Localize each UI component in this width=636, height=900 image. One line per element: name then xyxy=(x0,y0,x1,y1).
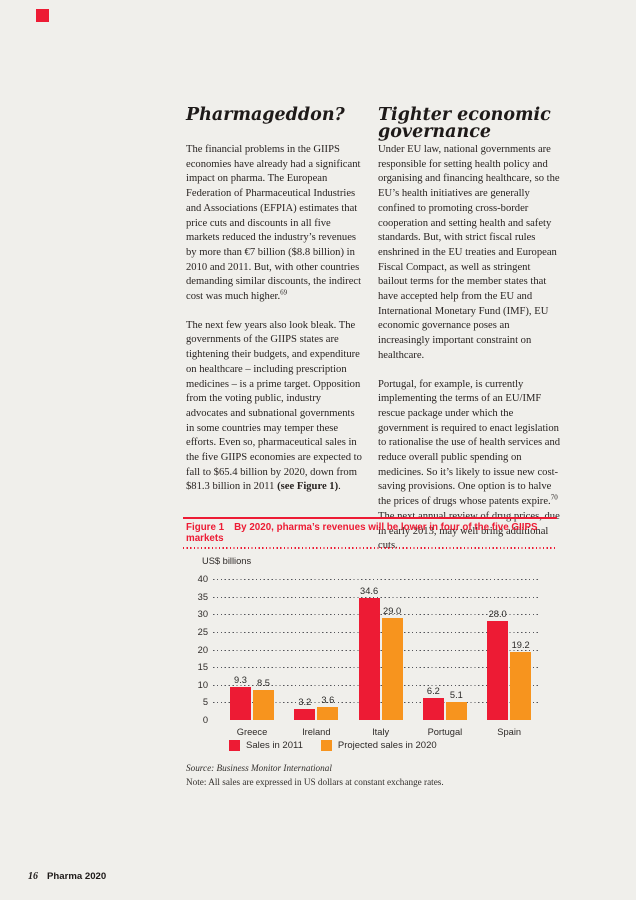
legend-label: Projected sales in 2020 xyxy=(337,740,437,751)
category-label: Ireland xyxy=(302,727,331,737)
left-column-heading: Pharmageddon? xyxy=(186,105,345,125)
bar-ireland-series-0 xyxy=(294,708,316,720)
bar-chart: US$ billions 0 5 10 15 20 25 30 35 40 9.3 8.5 Greec… xyxy=(186,556,606,796)
right-column-heading: Tighter economic governance xyxy=(378,105,551,142)
legend-label: Sales in 2011 xyxy=(246,740,303,751)
right-paragraph-2-text-a: Portugal, for example, is currently impl… xyxy=(378,378,561,508)
bar-portugal-series-0 xyxy=(422,698,444,720)
note-line: Note: All sales are expressed in US doll… xyxy=(186,776,444,787)
bar-value-label: 3.6 xyxy=(321,695,335,706)
bar-italy-series-1 xyxy=(381,617,403,720)
bar-value-label: 6.2 xyxy=(426,686,440,697)
gridline xyxy=(213,596,540,598)
chart-plot-area: 0 5 10 15 20 25 30 35 40 9.3 8.5 Greece 3.2 3.6 Irelan… xyxy=(198,574,540,737)
bar-value-label: 9.3 xyxy=(234,675,247,686)
bar-ireland-series-1 xyxy=(317,707,339,720)
bar-value-label: 19.2 xyxy=(511,640,530,651)
bar-value-label: 28.0 xyxy=(488,609,507,620)
bar-value-label: 34.6 xyxy=(360,586,379,597)
footnote-70: 70 xyxy=(550,493,558,502)
footer-report-title: Pharma 2020 xyxy=(47,871,107,882)
bar-value-label: 5.1 xyxy=(449,690,463,701)
left-paragraph-2: The next few years also look bleak. The … xyxy=(186,319,364,495)
category-label: Spain xyxy=(497,727,522,737)
right-column: Tighter economic governance Under EU law… xyxy=(378,105,562,568)
y-axis-tick: 10 xyxy=(197,679,208,690)
footnote-69: 69 xyxy=(280,288,288,297)
footer-page-number: 16 xyxy=(28,871,38,882)
y-axis-tick: 40 xyxy=(197,574,208,584)
see-figure-1-reference: (see Figure 1) xyxy=(277,481,339,493)
figure-rule-dotted xyxy=(183,547,557,549)
category-label: Italy xyxy=(372,727,390,737)
bar-greece-series-1 xyxy=(253,690,274,720)
legend-item: Sales in 2011 xyxy=(229,740,303,751)
left-paragraph-1-text: The financial problems in the GIIPS econ… xyxy=(186,144,362,303)
y-axis-tick: 35 xyxy=(197,591,208,602)
left-column: Pharmageddon? The financial problems in … xyxy=(186,105,364,509)
y-axis-unit-label: US$ billions xyxy=(202,556,252,566)
page-footer: 16 Pharma 2020 xyxy=(28,871,106,882)
figure-header: Figure 1 By 2020, pharma’s revenues will … xyxy=(183,517,557,549)
bar-greece-series-0 xyxy=(230,687,251,720)
chart-notes: Source: Business Monitor International N… xyxy=(186,762,444,789)
y-axis-tick: 0 xyxy=(202,715,208,725)
left-paragraph-2-text: The next few years also look bleak. The … xyxy=(186,319,362,493)
y-axis-tick: 20 xyxy=(197,644,208,655)
right-paragraph-1: Under EU law, national governments are r… xyxy=(378,144,560,361)
category-label: Greece xyxy=(236,727,268,737)
chart-legend: Sales in 2011 Projected sales in 2020 xyxy=(229,740,437,751)
source-line: Source: Business Monitor International xyxy=(186,763,332,773)
figure-number-label: Figure 1 xyxy=(186,522,225,533)
bar-spain-series-0 xyxy=(487,621,509,720)
category-label: Portugal xyxy=(427,727,463,737)
figure-title: By 2020, pharma’s revenues will be lower… xyxy=(186,522,538,544)
brand-corner-square xyxy=(36,9,49,22)
bar-spain-series-1 xyxy=(510,652,532,720)
bar-value-label: 29.0 xyxy=(383,605,402,616)
right-paragraph-2-text-b: The next annual review of drug prices, d… xyxy=(378,510,560,552)
right-paragraph-2: Portugal, for example, is currently impl… xyxy=(378,378,562,554)
y-axis-tick: 25 xyxy=(197,626,208,637)
legend-swatch xyxy=(320,740,332,751)
left-paragraph-1: The financial problems in the GIIPS econ… xyxy=(186,143,364,305)
bar-value-label: 8.5 xyxy=(257,678,270,689)
bar-value-label: 3.2 xyxy=(298,696,312,707)
legend-item: Projected sales in 2020 xyxy=(320,740,437,751)
y-axis-tick: 15 xyxy=(197,662,208,673)
legend-swatch xyxy=(229,740,240,751)
bar-portugal-series-1 xyxy=(445,702,467,720)
y-axis-tick: 30 xyxy=(197,609,208,620)
bar-italy-series-0 xyxy=(358,598,380,720)
gridline xyxy=(213,579,540,580)
y-axis-tick: 5 xyxy=(202,697,208,708)
left-paragraph-2-period: . xyxy=(338,481,341,493)
